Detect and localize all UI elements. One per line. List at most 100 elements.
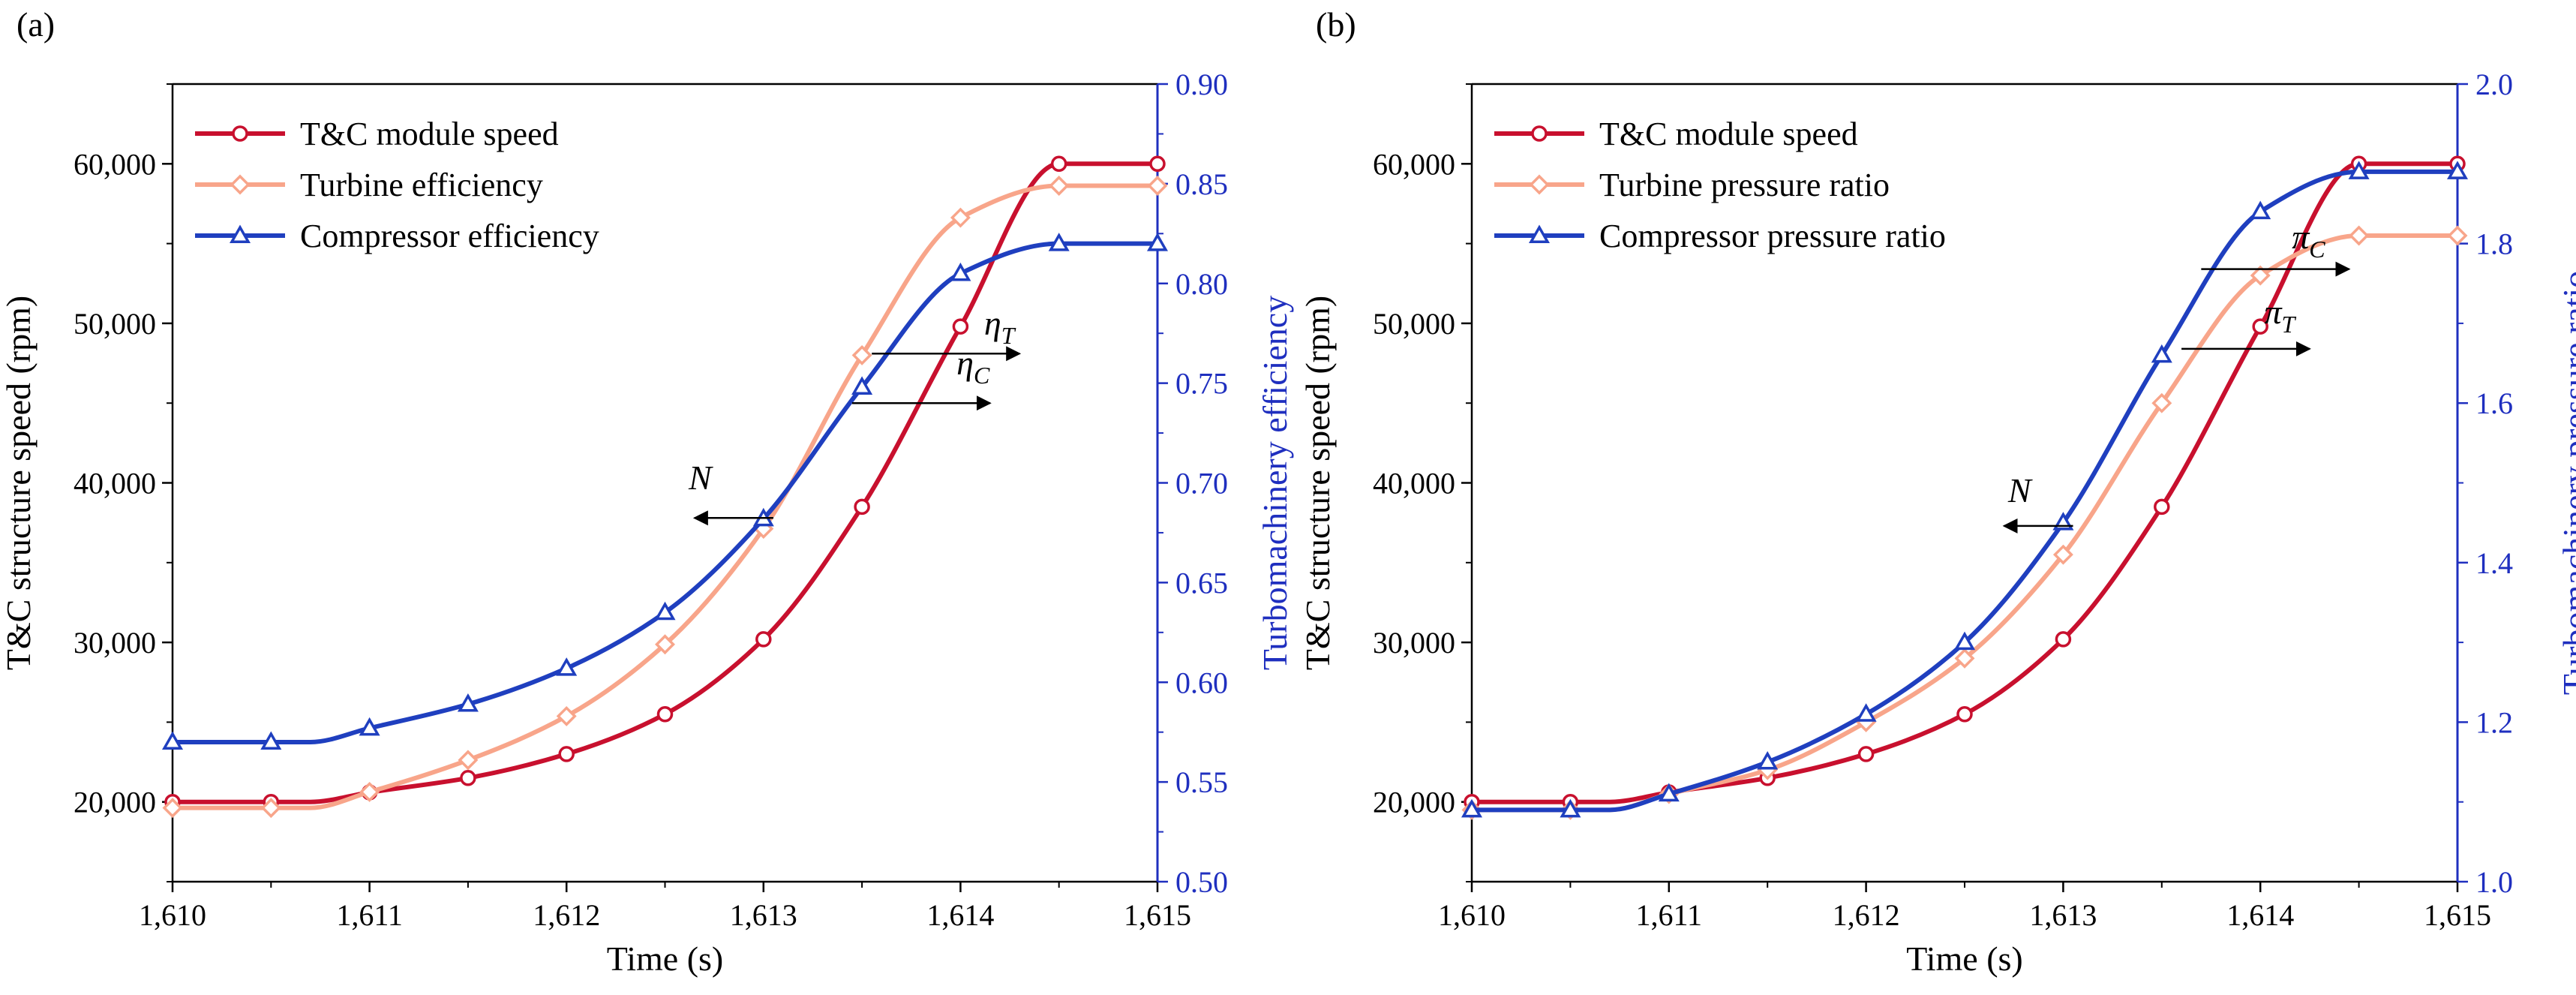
y-tick-label: 30,000 <box>74 626 156 660</box>
annotation-label: πC <box>2292 218 2325 263</box>
legend-label: T&C module speed <box>1599 116 1858 152</box>
legend-marker <box>232 125 248 142</box>
data-point <box>950 262 971 281</box>
series-turbine-pressure-ratio <box>1461 225 2468 820</box>
data-point <box>1049 176 1070 197</box>
legend-label: Compressor pressure ratio <box>1599 218 1946 254</box>
legend-marker <box>1528 224 1551 243</box>
data-point <box>2151 392 2172 413</box>
panel-label: (a) <box>17 5 55 44</box>
annotation-label: N <box>2007 471 2033 510</box>
y2-tick-label: 2.0 <box>2475 68 2513 101</box>
series-line <box>1472 233 2457 813</box>
annotation: N <box>688 458 773 526</box>
data-point <box>162 798 183 819</box>
data-point <box>2447 225 2468 246</box>
annotation-label: N <box>688 458 713 497</box>
data-point <box>2055 631 2072 648</box>
legend-marker <box>230 174 251 195</box>
x-tick-label: 1,611 <box>336 898 403 932</box>
panel-label: (b) <box>1316 5 1356 44</box>
data-point <box>556 657 578 676</box>
series-compressor-efficiency <box>161 233 1169 750</box>
data-point <box>457 693 479 712</box>
data-point <box>654 601 676 621</box>
y2-tick-label: 0.80 <box>1175 267 1228 301</box>
x-tick-label: 1,611 <box>1636 898 1703 932</box>
y2-tick-label: 0.55 <box>1175 765 1228 799</box>
data-point <box>558 746 575 762</box>
y2-axis-label: Turbomachinery efficiency <box>1256 296 1294 670</box>
data-point <box>260 731 282 750</box>
data-point <box>2154 498 2170 516</box>
annotation-label: ηT <box>984 304 1016 349</box>
data-point <box>1149 155 1166 173</box>
data-point <box>1954 648 1975 669</box>
legend-label: Turbine efficiency <box>300 167 543 203</box>
y-tick-label: 60,000 <box>1373 147 1455 181</box>
x-tick-label: 1,613 <box>2029 898 2097 932</box>
x-tick-label: 1,615 <box>1124 898 1191 932</box>
x-tick-label: 1,612 <box>533 898 600 932</box>
data-point <box>458 750 479 771</box>
annotation: πT <box>2181 293 2311 356</box>
data-point <box>851 376 873 395</box>
x-tick-label: 1,614 <box>926 898 994 932</box>
data-point <box>1147 176 1168 197</box>
y-tick-label: 50,000 <box>1373 307 1455 341</box>
legend-marker <box>1531 125 1548 142</box>
data-point <box>1757 751 1779 770</box>
y-tick-label: 30,000 <box>1373 626 1455 660</box>
y2-tick-label: 1.2 <box>2475 705 2513 739</box>
legend-label: T&C module speed <box>300 116 559 152</box>
annotation: πC <box>2201 218 2351 277</box>
series-compressor-pressure-ratio <box>1461 161 2469 818</box>
data-point <box>2250 265 2271 286</box>
data-point <box>1461 798 1483 818</box>
y-axis-label: T&C structure speed (rpm) <box>1299 296 1337 670</box>
y2-tick-label: 0.65 <box>1175 566 1228 600</box>
data-point <box>260 798 281 819</box>
data-point <box>1953 631 1976 651</box>
data-point <box>655 634 675 655</box>
y2-tick-label: 0.50 <box>1175 865 1228 899</box>
data-point <box>2348 161 2370 179</box>
y2-tick-label: 0.70 <box>1175 467 1228 501</box>
legend-label: Turbine pressure ratio <box>1599 167 1890 203</box>
y2-tick-label: 0.75 <box>1175 367 1228 401</box>
data-point <box>1050 155 1067 173</box>
x-axis-label: Time (s) <box>607 939 724 978</box>
annotation: ηT <box>872 304 1022 362</box>
data-point <box>755 631 772 648</box>
y2-tick-label: 0.85 <box>1175 167 1228 201</box>
data-point <box>161 731 184 750</box>
data-point <box>2151 344 2172 363</box>
legend: T&C module speed Turbine efficiency Compre… <box>195 116 599 254</box>
y2-tick-label: 1.8 <box>2475 227 2513 261</box>
x-axis-label: Time (s) <box>1906 939 2023 978</box>
annotation-label: ηC <box>956 344 990 389</box>
series-t-c-module-speed <box>164 155 1166 810</box>
x-tick-label: 1,612 <box>1833 898 1900 932</box>
x-tick-label: 1,615 <box>2424 898 2491 932</box>
data-point <box>2446 161 2469 179</box>
annotation: N <box>2002 471 2073 534</box>
y2-tick-label: 1.6 <box>2475 386 2513 420</box>
x-tick-label: 1,613 <box>730 898 797 932</box>
y2-tick-label: 1.4 <box>2475 546 2513 580</box>
series-turbine-efficiency <box>162 176 1168 819</box>
data-point <box>1146 233 1169 251</box>
legend-marker <box>1529 174 1550 195</box>
data-point <box>2349 225 2370 246</box>
legend: T&C module speed Turbine pressure ratio Co… <box>1494 116 1946 254</box>
y-axis-label: T&C structure speed (rpm) <box>0 296 38 670</box>
data-point <box>1956 706 1973 723</box>
panel-a: (a) 1,610 1,611 1,612 1,613 1,614 1,615 Time (s… <box>0 5 1294 978</box>
x-tick-label: 1,610 <box>139 898 206 932</box>
data-point <box>1560 798 1581 818</box>
data-point <box>2250 200 2271 220</box>
annotation: ηC <box>851 344 992 411</box>
data-point <box>950 207 971 228</box>
data-point <box>851 344 872 365</box>
